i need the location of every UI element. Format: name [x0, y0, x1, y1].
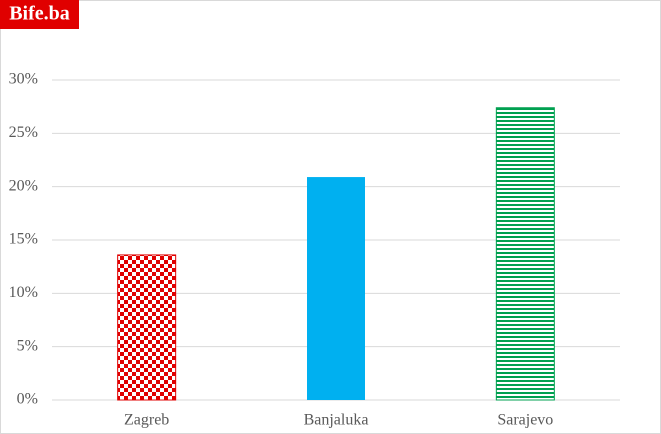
x-tick-label: Sarajevo: [497, 412, 553, 429]
x-tick-label: Banjaluka: [304, 412, 369, 429]
y-tick-label: 20%: [9, 177, 38, 194]
y-tick-label: 30%: [9, 71, 38, 88]
y-tick-label: 0%: [17, 391, 38, 408]
y-tick-label: 10%: [9, 284, 38, 301]
y-tick-label: 15%: [9, 231, 38, 248]
bar: [495, 107, 555, 401]
x-tick-label: Zagreb: [124, 412, 169, 429]
bar: [117, 254, 177, 401]
y-tick-label: 5%: [17, 337, 38, 354]
bar: [307, 177, 365, 400]
logo: Bife.ba: [9, 3, 70, 25]
logo-box: [0, 0, 79, 29]
y-tick-label: 25%: [9, 124, 38, 141]
